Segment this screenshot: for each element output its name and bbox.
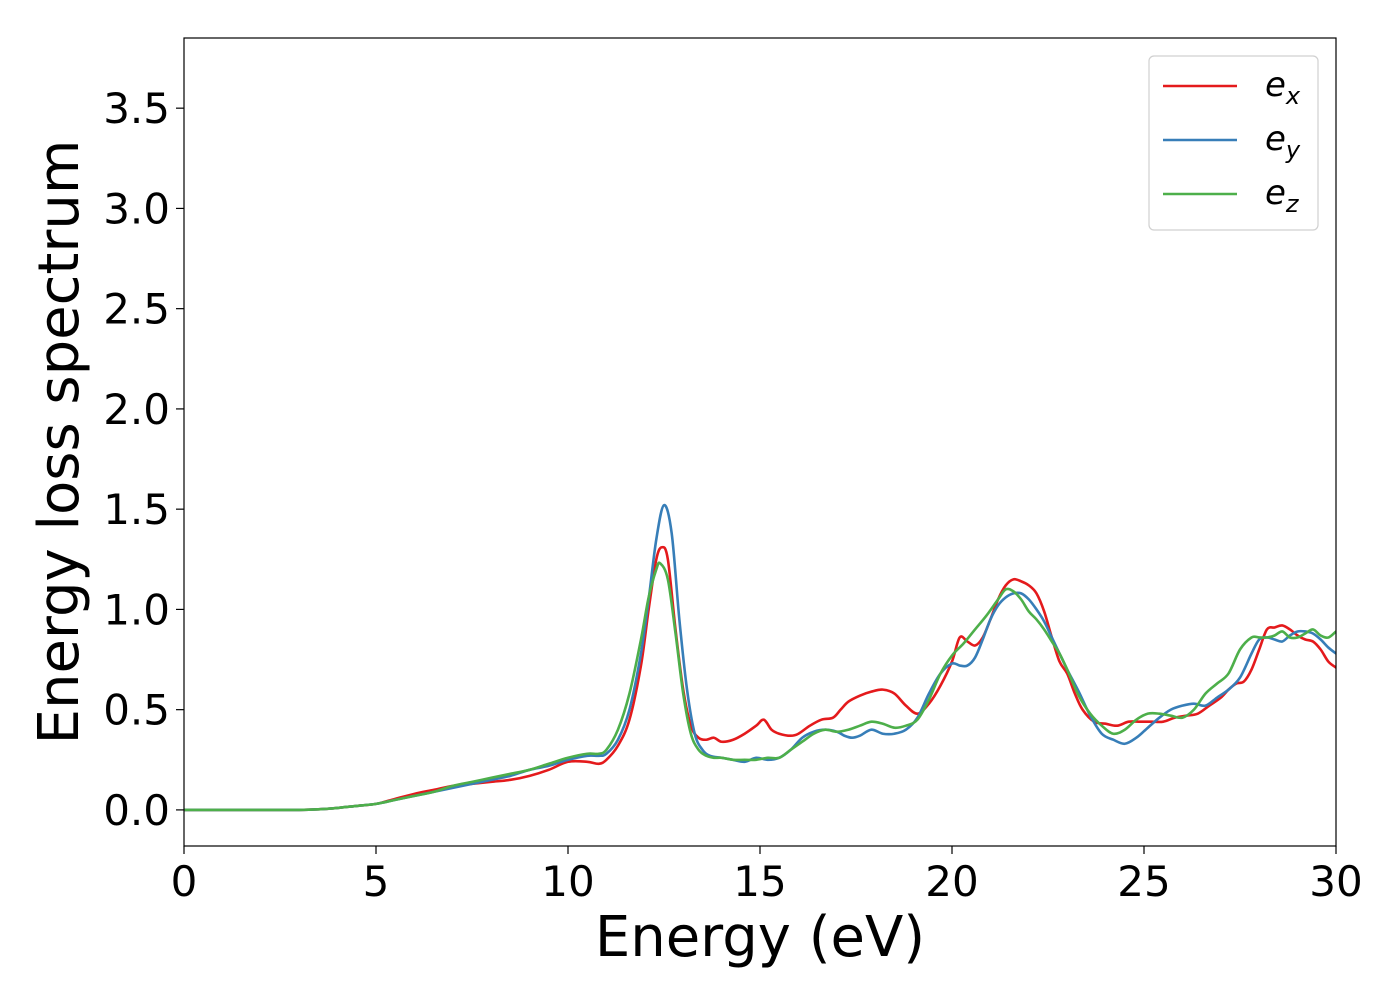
series-line-ez [184, 561, 1336, 812]
x-tick-label: 25 [1117, 857, 1170, 906]
legend-label-ez: ez [1265, 173, 1300, 218]
y-axis-label: Energy loss spectrum [27, 140, 92, 745]
y-tick-label: 1.0 [103, 585, 170, 634]
y-tick-label: 0.0 [103, 786, 170, 835]
y-tick-label: 0.5 [103, 686, 170, 735]
x-axis-label: Energy (eV) [595, 905, 925, 970]
x-axis: 0 5 10 15 20 25 30 [171, 846, 1363, 906]
x-tick-label: 30 [1309, 857, 1362, 906]
legend-label-ey: ey [1265, 119, 1301, 164]
y-axis: 0.0 0.5 1.0 1.5 2.0 2.5 3.0 3.5 [103, 84, 184, 835]
x-tick-label: 0 [171, 857, 198, 906]
x-tick-label: 20 [925, 857, 978, 906]
x-tick-label: 15 [733, 857, 786, 906]
x-tick-label: 5 [363, 857, 390, 906]
y-tick-label: 2.5 [103, 285, 170, 334]
y-tick-label: 1.5 [103, 485, 170, 534]
series-line-ey [184, 503, 1336, 812]
y-tick-label: 3.0 [103, 184, 170, 233]
y-tick-label: 3.5 [103, 84, 170, 133]
legend-box [1148, 55, 1319, 231]
x-tick-label: 10 [541, 857, 594, 906]
legend-label-ex: ex [1265, 65, 1301, 110]
legend: ex ey ez [1148, 55, 1319, 231]
y-tick-label: 2.0 [103, 385, 170, 434]
series-line-ex [184, 545, 1336, 812]
series-layer [184, 503, 1336, 812]
